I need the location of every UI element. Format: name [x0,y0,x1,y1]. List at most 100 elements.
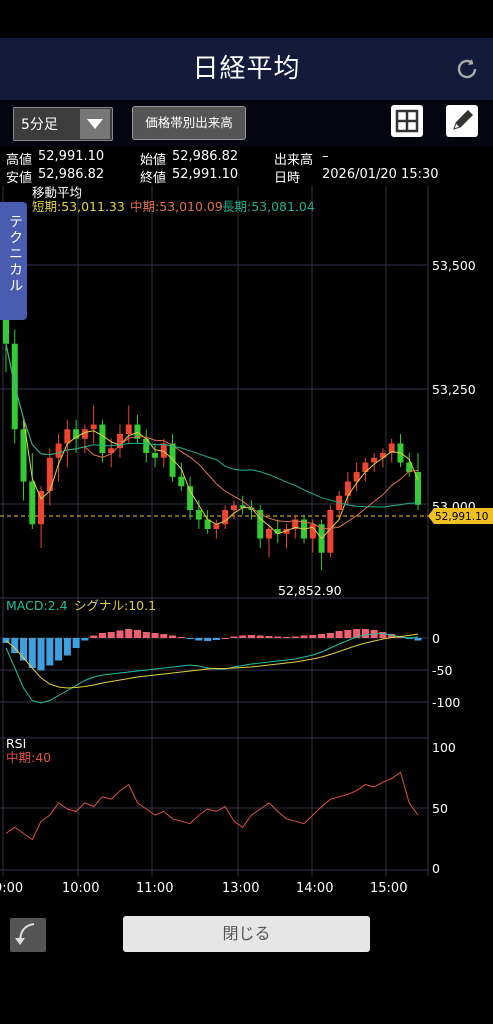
macd-bar [98,633,106,638]
time-axis: 9:00 10:00 11:00 13:00 14:00 15:00 [0,881,407,896]
macd-bar [160,634,168,638]
macd-bar [169,635,177,638]
ma-mid-label: 中期:53,010.09 [130,199,223,214]
macd-bar [28,638,36,668]
open-value: 52,986.82 [172,149,239,164]
candle-body [108,448,115,453]
time-axis-label: 10:00 [62,881,99,896]
rsi-axis-label: 50 [432,801,448,816]
candle-body [46,457,53,491]
candle-body [38,491,45,525]
rsi-axis-label: 100 [432,740,456,755]
macd-bar [256,635,264,638]
macd-bar [186,638,194,639]
bottom-bar: 閉じる [0,900,493,970]
macd-bar [283,637,291,638]
candle-body [379,453,386,458]
candle-body [283,529,290,534]
macd-bar [46,638,54,666]
ma-long-label: 長期:53,081.04 [222,199,315,214]
candle-body [187,486,194,510]
macd-bar [212,638,220,640]
header-bar: 日経平均 [0,38,493,100]
close-label: 終値 [140,171,167,186]
macd-axis-label: -50 [432,663,452,678]
refresh-icon[interactable] [454,56,480,82]
candle-body [248,507,255,510]
ma-long-line [5,343,419,508]
candle-body [353,472,360,482]
macd-bar [11,638,19,653]
macd-bar [326,633,334,638]
price-chart[interactable]: 移動平均 短期:53,011.33 中期:53,010.09 長期:53,081… [0,186,493,876]
layout-grid-button[interactable] [391,105,423,137]
candle-body [81,429,88,439]
candle-body [55,443,62,458]
macd-bar [151,633,159,638]
current-price-tag: 52,991.10 [428,508,493,524]
open-label: 始値 [140,153,167,168]
macd-bar [81,638,89,641]
macd-bar [20,638,28,661]
candle-body [204,519,211,529]
date-value: 2026/01/20 15:30 [322,167,439,182]
close-value: 52,991.10 [172,167,239,182]
macd-bar [230,636,238,638]
back-button[interactable] [10,918,46,952]
pencil-icon [453,110,473,130]
close-button[interactable]: 閉じる [123,916,370,952]
time-axis-label: 14:00 [296,881,333,896]
macd-bar [247,635,255,638]
candle-body [257,510,264,539]
candle-body [309,524,316,539]
macd-bar [63,638,71,656]
time-axis-label: 15:00 [370,881,407,896]
low-value: 52,986.82 [38,167,105,182]
candle-body [20,429,27,482]
candle-body [344,481,351,496]
low-label: 安値 [6,171,33,186]
macd-bar [274,636,282,638]
macd-bar [361,629,369,638]
candle-body [274,529,281,534]
volume-label: 出来高 [274,153,314,168]
volume-profile-button[interactable]: 価格帯別出来高 [132,106,246,140]
macd-bar [239,635,247,638]
high-value: 52,991.10 [38,149,105,164]
candle-body [160,443,167,458]
macd-bar [107,632,115,638]
macd-bar [72,638,80,648]
rsi-axis-label: 0 [432,861,440,876]
candle-body [64,429,71,444]
draw-button[interactable] [446,105,478,137]
rsi-mid-label: 中期:40 [6,750,51,765]
timeframe-value: 5分足 [21,117,58,133]
date-label: 日時 [274,171,301,186]
technical-tab[interactable]: テクニカル [0,202,27,320]
candle-body [406,462,413,472]
macd-bar [265,636,273,638]
page-title: 日経平均 [192,54,301,84]
back-arrow-icon [15,923,35,945]
candle-body [169,443,176,477]
rsi-label: RSI [6,736,26,751]
candle-body [116,434,123,449]
candle-body [73,429,80,439]
macd-bar [133,630,141,638]
candle-body [178,476,185,487]
candle-body [213,524,220,529]
candle-body [230,505,237,510]
macd-bar [116,630,124,638]
low-annotation: 52,852.90 [278,583,342,598]
candle-body [99,424,106,453]
macd-bar [414,638,422,641]
ma-short-line [5,343,419,540]
chevron-down-icon [80,109,110,139]
candle-body [362,462,369,472]
macd-bar [353,629,361,638]
ma-short-label: 短期:53,011.33 [32,199,125,214]
macd-signal-label: シグナル:10.1 [74,598,156,613]
time-axis-label: 11:00 [136,881,173,896]
macd-bar [177,637,185,638]
timeframe-select[interactable]: 5分足 [13,107,113,141]
